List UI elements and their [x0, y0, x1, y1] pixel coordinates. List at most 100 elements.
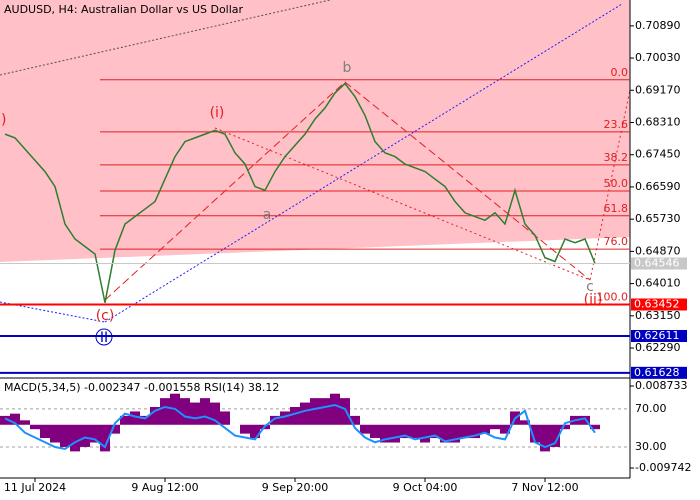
macd-bar	[10, 413, 20, 425]
x-tick-label: 7 Nov 12:00	[511, 481, 578, 494]
macd-bar	[550, 424, 560, 447]
macd-bar	[90, 424, 100, 443]
macd-bar	[470, 424, 480, 439]
y-tick-label: 0.63150	[635, 309, 681, 322]
macd-bar	[390, 424, 400, 443]
price-tag	[631, 298, 687, 311]
price-line	[4, 82, 596, 303]
y-tick-label: 0.66590	[635, 180, 681, 193]
macd-bar	[330, 393, 340, 425]
macd-bar	[360, 424, 370, 434]
wave-label: (c)	[96, 308, 115, 324]
x-tick-label: 9 Oct 04:00	[393, 481, 458, 494]
trend-line	[0, 0, 331, 76]
macd-bar	[270, 415, 280, 425]
macd-bar	[420, 424, 430, 443]
y-tick-label: 0.008733	[635, 379, 688, 392]
trend-line	[104, 3, 623, 323]
macd-bar	[490, 424, 500, 430]
macd-bar	[60, 424, 70, 447]
macd-bar	[30, 424, 40, 430]
macd-bar	[0, 415, 10, 425]
wave-label: )	[1, 112, 6, 128]
fib-label: 50.0	[604, 177, 629, 190]
macd-bar	[290, 407, 300, 425]
y-tick-label: 0.64010	[635, 277, 681, 290]
macd-bar	[310, 398, 320, 425]
macd-bar	[530, 424, 540, 443]
macd-bar	[320, 398, 330, 425]
macd-bar	[220, 411, 230, 425]
macd-bar	[300, 402, 310, 425]
macd-bar	[460, 424, 470, 439]
x-tick-label: 11 Jul 2024	[4, 481, 66, 494]
fib-label: 61.8	[604, 202, 629, 215]
y-tick-label: 0.68310	[635, 116, 681, 129]
macd-bar	[130, 411, 140, 425]
y2-tick-label: 70.00	[635, 402, 667, 415]
macd-bar	[250, 424, 260, 439]
macd-bar	[370, 424, 380, 439]
macd-bar	[200, 398, 210, 425]
macd-bar	[520, 420, 530, 425]
y-tick-label: 0.67450	[635, 148, 681, 161]
price-tag	[631, 257, 687, 270]
macd-bar	[410, 424, 420, 439]
fib-label: 23.6	[604, 118, 629, 131]
price-tag	[631, 366, 687, 379]
macd-bar	[440, 424, 450, 443]
y2-tick-label: 30.00	[635, 440, 667, 453]
macd-bar	[480, 424, 490, 434]
macd-bar	[350, 415, 360, 425]
macd-bar	[280, 411, 290, 425]
y-tick-label: 0.65730	[635, 212, 681, 225]
macd-bar	[140, 415, 150, 425]
highlight-zone	[0, 0, 630, 262]
wave-label: II	[100, 330, 108, 346]
macd-bar	[70, 424, 80, 452]
macd-bar	[110, 424, 120, 434]
macd-bar	[540, 424, 550, 452]
macd-bar	[450, 424, 460, 443]
macd-bar	[40, 424, 50, 439]
wave-label: (i)	[210, 105, 225, 121]
y-tick-label: 0.70030	[635, 51, 681, 64]
macd-bar	[580, 415, 590, 425]
price-tag-label: 0.62611	[634, 329, 680, 342]
macd-bar	[560, 424, 570, 430]
price-tag	[631, 330, 687, 343]
y-tick-label: 0.69170	[635, 83, 681, 96]
x-tick-label: 9 Aug 12:00	[131, 481, 198, 494]
macd-bar	[400, 424, 410, 439]
macd-bar	[150, 407, 160, 425]
macd-bar	[20, 420, 30, 425]
wave-label: b	[343, 60, 352, 76]
macd-bar	[210, 402, 220, 425]
fib-label: 38.2	[604, 151, 629, 164]
indicator-title: MACD(5,34,5) -0.002347 -0.001558 RSI(14)…	[4, 381, 279, 394]
rsi-line	[4, 404, 596, 450]
price-tag-label: 0.64546	[634, 257, 680, 270]
macd-bar	[50, 424, 60, 443]
y-tick-label: 0.62290	[635, 341, 681, 354]
macd-bar	[340, 398, 350, 425]
fib-label: 0.0	[611, 66, 629, 79]
chart-title: AUDUSD, H4: Australian Dollar vs US Doll…	[4, 3, 244, 16]
wave-label: c	[586, 279, 594, 295]
price-tag-label: 0.63452	[634, 297, 680, 310]
price-tag-label: 0.61628	[634, 366, 680, 379]
y-tick-label: 0.70890	[635, 19, 681, 32]
y-tick-label: -0.009742	[635, 461, 691, 474]
macd-bar	[100, 424, 110, 452]
macd-bar	[430, 424, 440, 439]
macd-bar	[380, 424, 390, 443]
macd-bar	[590, 424, 600, 430]
macd-bar	[240, 424, 250, 434]
macd-bar	[500, 424, 510, 434]
y-tick-label: 0.64870	[635, 244, 681, 257]
fib-label: 76.0	[604, 235, 629, 248]
macd-bar	[190, 402, 200, 425]
macd-bar	[120, 415, 130, 425]
